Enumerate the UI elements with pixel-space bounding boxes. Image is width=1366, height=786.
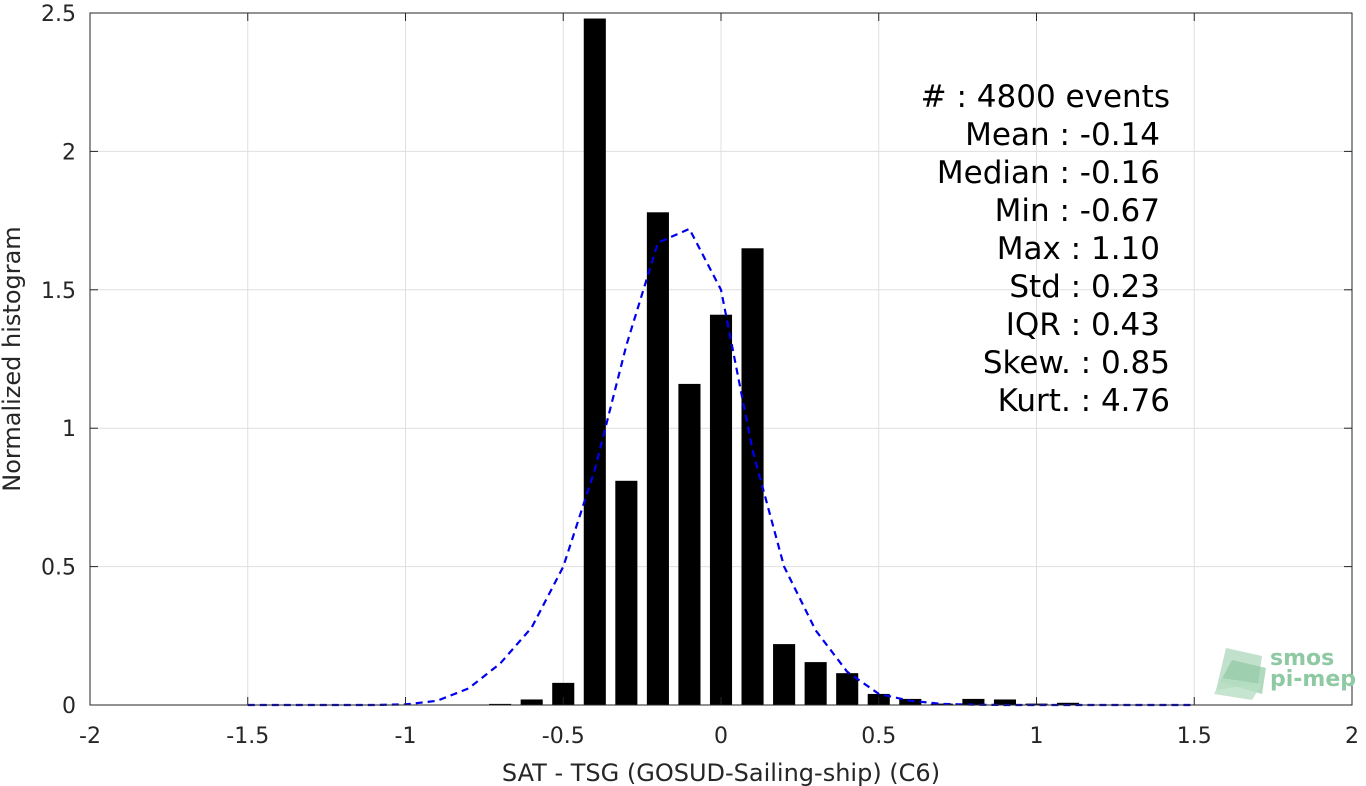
- histogram-bar: [930, 703, 953, 705]
- x-tick-label: 0.5: [861, 724, 896, 749]
- stat-line: Max : 1.10: [997, 231, 1160, 267]
- y-tick-label: 0: [62, 694, 76, 719]
- x-tick-label: -0.5: [542, 724, 585, 749]
- y-tick-label: 2.5: [41, 2, 76, 27]
- x-tick-label: -2: [79, 724, 101, 749]
- smos-pimep-logo: smos pi-mep: [1214, 646, 1356, 700]
- x-axis-label: SAT - TSG (GOSUD-Sailing-ship) (C6): [502, 759, 940, 786]
- stat-line: Kurt. : 4.76: [998, 383, 1170, 419]
- stat-line: Skew. : 0.85: [983, 345, 1170, 381]
- y-axis-label: Normalized histogram: [0, 226, 26, 491]
- histogram-bar: [993, 699, 1016, 705]
- logo-text-smos: smos: [1270, 646, 1334, 671]
- y-tick-label: 0.5: [41, 556, 76, 581]
- x-tick-label: 1.5: [1177, 724, 1212, 749]
- histogram-bar: [804, 662, 827, 705]
- stat-line: Std : 0.23: [1009, 269, 1160, 305]
- stat-line: Min : -0.67: [995, 193, 1160, 229]
- histogram-bar: [836, 673, 859, 705]
- histogram-bar: [678, 383, 701, 705]
- stat-line: Median : -0.16: [937, 155, 1160, 191]
- x-tick-label: -1: [395, 724, 417, 749]
- histogram-bar: [962, 698, 985, 705]
- histogram-bar: [552, 682, 575, 705]
- y-axis-ticks: 0 0.5 1 1.5 2 2.5: [41, 2, 1352, 719]
- histogram-bars: [489, 18, 1080, 705]
- x-tick-label: 0: [714, 724, 728, 749]
- y-tick-label: 2: [62, 140, 76, 165]
- histogram-bar: [899, 698, 922, 705]
- histogram-bar: [709, 314, 733, 705]
- y-tick-label: 1: [62, 417, 76, 442]
- logo-text-pimep: pi-mep: [1270, 667, 1356, 692]
- histogram-bar: [520, 699, 543, 705]
- stat-line: # : 4800 events: [921, 79, 1170, 115]
- x-tick-label: 2: [1345, 724, 1359, 749]
- stat-line: Mean : -0.14: [965, 117, 1160, 153]
- x-tick-label: -1.5: [226, 724, 269, 749]
- histogram-bar: [583, 18, 606, 705]
- stat-line: IQR : 0.43: [1006, 307, 1160, 343]
- histogram-bar: [615, 480, 638, 705]
- histogram-bar: [741, 248, 764, 705]
- histogram-bar: [489, 703, 512, 705]
- histogram-bar: [773, 644, 796, 705]
- y-tick-label: 1.5: [41, 279, 76, 304]
- histogram-bar: [646, 212, 669, 705]
- x-axis-ticks: -2 -1.5 -1 -0.5 0 0.5 1 1.5 2: [79, 13, 1359, 749]
- x-tick-label: 1: [1030, 724, 1044, 749]
- histogram-bar: [1057, 702, 1080, 705]
